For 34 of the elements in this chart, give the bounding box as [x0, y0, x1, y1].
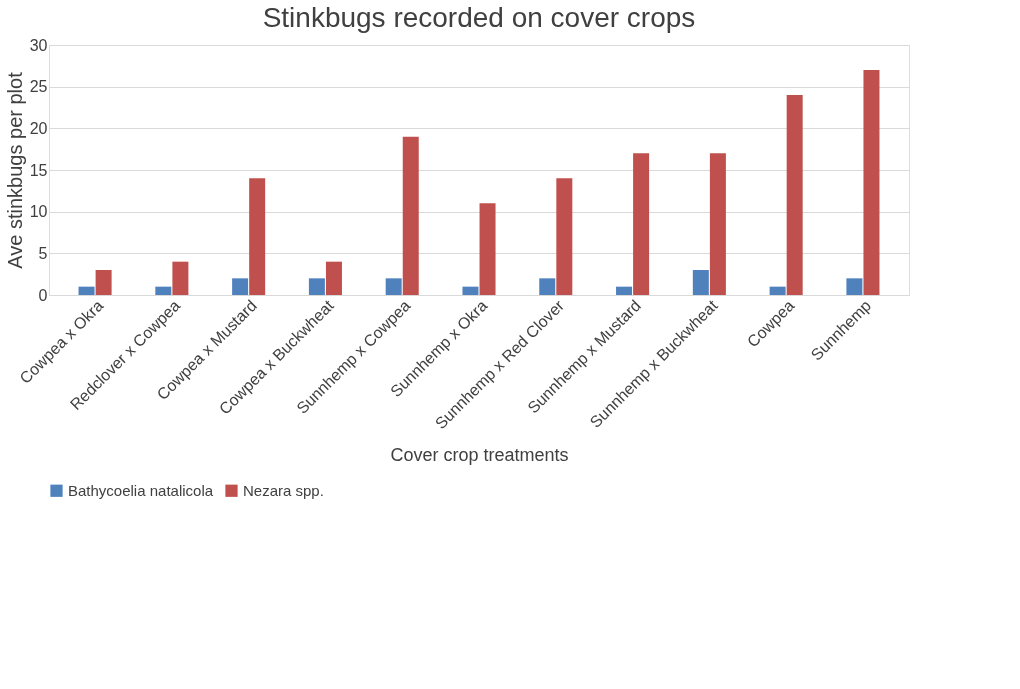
bar: [616, 286, 633, 295]
bar: [692, 270, 709, 295]
y-tick-label: 20: [29, 119, 48, 137]
bar: [385, 278, 402, 295]
y-tick-label: 5: [38, 244, 48, 262]
bar: [633, 153, 650, 295]
bar: [232, 278, 249, 295]
y-tick-label: 30: [29, 36, 48, 54]
bar: [462, 286, 479, 295]
bar: [479, 203, 496, 295]
chart-title: Stinkbugs recorded on cover crops: [262, 2, 696, 33]
x-axis-title: Cover crop treatments: [390, 445, 569, 466]
legend-label: Bathycoelia natalicola: [68, 481, 214, 499]
bar: [325, 261, 342, 295]
y-tick-label: 0: [38, 286, 48, 304]
bar: [78, 286, 95, 295]
bar: [709, 153, 726, 295]
bar: [786, 95, 803, 295]
bar: [846, 278, 863, 295]
bar: [769, 286, 786, 295]
bar: [308, 278, 325, 295]
y-tick-label: 15: [29, 161, 48, 179]
bar: [172, 261, 189, 295]
bar: [155, 286, 172, 295]
bar: [863, 70, 880, 295]
bar: [95, 270, 112, 295]
y-tick-label: 25: [29, 78, 48, 96]
bar: [249, 178, 266, 295]
bar: [556, 178, 573, 295]
y-axis-title: Ave stinkbugs per plot: [3, 71, 26, 269]
bar: [402, 136, 419, 295]
legend-label: Nezara spp.: [243, 481, 324, 499]
y-tick-label: 10: [29, 203, 48, 221]
bar: [539, 278, 556, 295]
